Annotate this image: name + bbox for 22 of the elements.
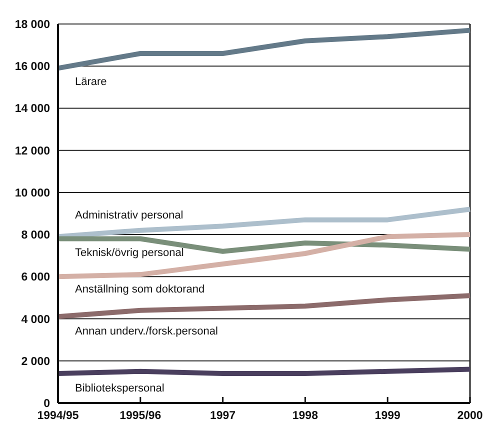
series-label: Administrativ personal [75,210,184,222]
series-label: Bibliotekspersonal [75,382,164,395]
series-label: Lärare [75,76,107,88]
series-label: Teknisk/övrig personal [75,246,184,259]
x-tick-label: 1999 [374,410,400,422]
y-tick-label: 18 000 [14,19,50,32]
x-tick-label: 1994/95 [37,410,80,422]
y-tick-label: 8 000 [21,230,50,242]
series-label: Annan underv./forsk.personal [75,326,218,338]
y-tick-label: 2 000 [21,356,50,368]
x-tick-label: 1995/96 [120,410,162,422]
y-tick-label: 16 000 [14,61,50,74]
series-label: Anställning som doktorand [75,284,205,296]
y-tick-label: 0 [44,398,50,410]
x-tick-label: 1997 [210,410,236,422]
y-tick-label: 14 000 [14,103,50,116]
y-tick-label: 12 000 [14,145,50,158]
x-tick-label: 1998 [292,410,319,422]
y-tick-label: 10 000 [14,187,50,200]
y-tick-label: 4 000 [21,314,50,326]
y-tick-label: 6 000 [21,272,50,284]
x-tick-label: 2000 [457,410,483,422]
